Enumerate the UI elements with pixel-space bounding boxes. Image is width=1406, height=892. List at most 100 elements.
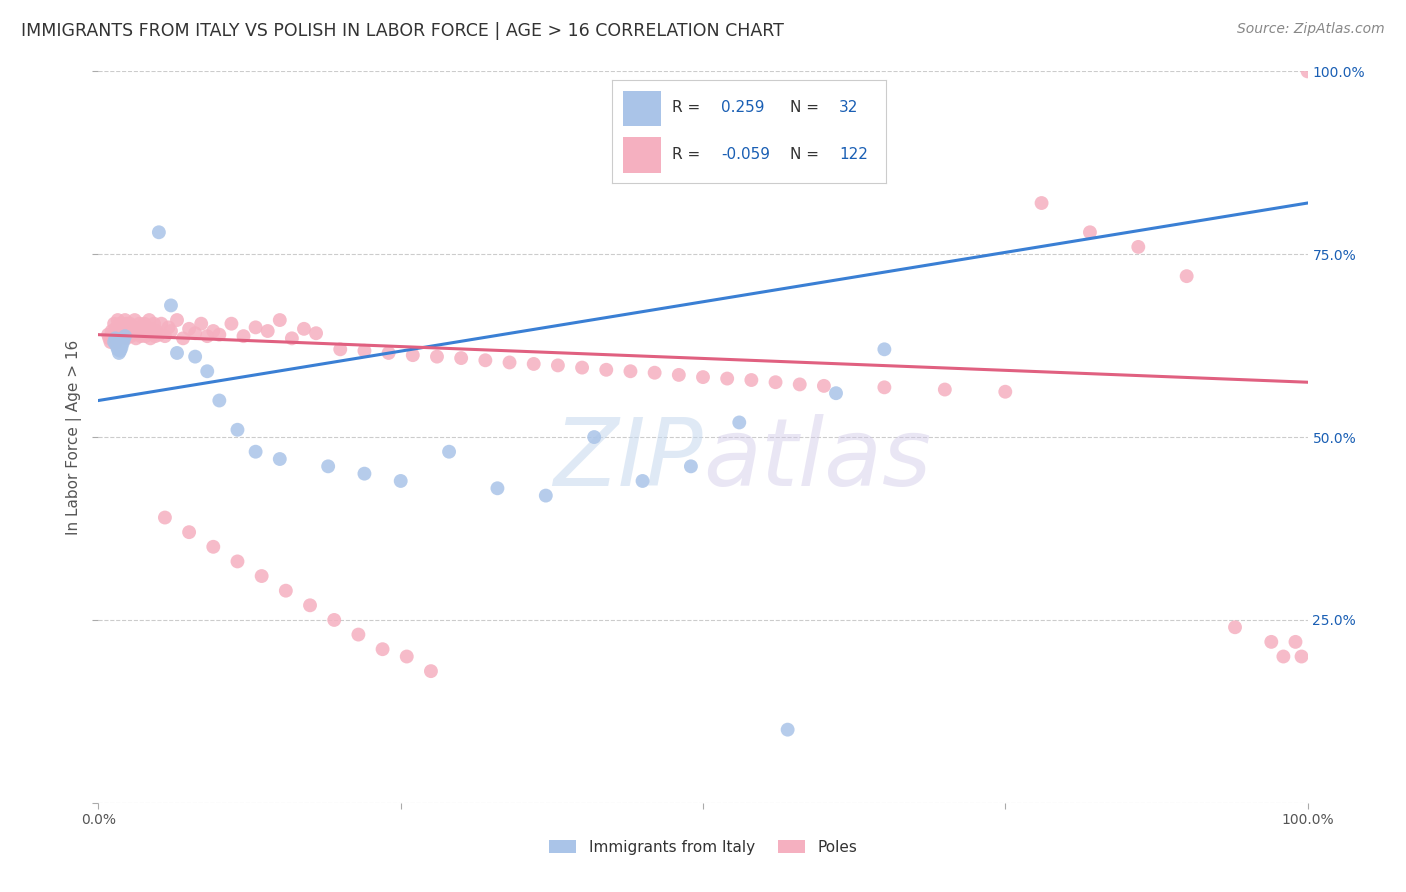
Point xyxy=(114,329,136,343)
Point xyxy=(128,317,150,331)
Point xyxy=(135,329,157,343)
Point xyxy=(269,313,291,327)
Point xyxy=(281,331,304,345)
Point xyxy=(118,324,141,338)
Point xyxy=(134,317,156,331)
Point xyxy=(202,540,225,554)
Point xyxy=(571,360,593,375)
Point xyxy=(269,452,291,467)
Point xyxy=(108,343,131,358)
Point xyxy=(994,384,1017,399)
Point xyxy=(245,444,267,458)
Text: 122: 122 xyxy=(839,146,868,161)
Point xyxy=(148,225,170,239)
Point xyxy=(127,326,149,341)
Point xyxy=(232,329,254,343)
Point xyxy=(145,324,167,338)
Point xyxy=(127,322,149,336)
Point xyxy=(245,320,267,334)
Point xyxy=(547,359,569,373)
Point xyxy=(98,331,121,345)
Point xyxy=(138,313,160,327)
Point xyxy=(353,467,375,481)
Point xyxy=(299,599,322,613)
Point xyxy=(166,346,188,360)
Point xyxy=(143,329,166,343)
Point xyxy=(692,370,714,384)
Point xyxy=(108,331,131,345)
Point xyxy=(934,383,956,397)
Point xyxy=(1291,649,1313,664)
Point xyxy=(728,416,751,430)
Point xyxy=(135,320,157,334)
Point xyxy=(118,329,141,343)
Point xyxy=(107,324,129,338)
Point xyxy=(142,326,165,341)
Point xyxy=(486,481,509,495)
Point xyxy=(157,320,180,334)
Point xyxy=(765,376,787,390)
Point xyxy=(139,331,162,345)
Point xyxy=(1078,225,1101,239)
Point xyxy=(160,298,183,312)
Text: Source: ZipAtlas.com: Source: ZipAtlas.com xyxy=(1237,22,1385,37)
Point xyxy=(179,525,201,540)
Point xyxy=(226,554,249,568)
Point xyxy=(740,373,762,387)
Point xyxy=(160,324,183,338)
Point xyxy=(103,317,125,331)
Point xyxy=(100,334,122,349)
Point xyxy=(108,326,131,341)
Point xyxy=(114,324,136,338)
Point xyxy=(873,343,896,357)
Point xyxy=(426,350,449,364)
Point xyxy=(789,377,811,392)
Point xyxy=(110,341,132,355)
Point xyxy=(107,313,129,327)
Point xyxy=(1272,649,1295,664)
Point xyxy=(114,313,136,327)
Bar xyxy=(623,136,661,173)
Point xyxy=(1175,269,1198,284)
Point xyxy=(595,363,617,377)
Point xyxy=(172,331,194,345)
Point xyxy=(371,642,394,657)
Point xyxy=(813,379,835,393)
Point xyxy=(208,393,231,408)
Point xyxy=(103,334,125,348)
Y-axis label: In Labor Force | Age > 16: In Labor Force | Age > 16 xyxy=(66,340,83,534)
Point xyxy=(184,326,207,341)
Point xyxy=(679,459,702,474)
Point xyxy=(716,371,738,385)
Bar xyxy=(623,91,661,127)
Point xyxy=(136,324,159,338)
Point xyxy=(111,317,134,331)
Point xyxy=(523,357,546,371)
Point xyxy=(226,423,249,437)
Point xyxy=(115,331,138,345)
Point xyxy=(184,350,207,364)
Point xyxy=(305,326,328,341)
Point xyxy=(329,343,352,357)
Point xyxy=(437,444,460,458)
Point xyxy=(1260,635,1282,649)
Point xyxy=(108,346,131,360)
Point xyxy=(115,322,138,336)
Point xyxy=(292,322,315,336)
Point xyxy=(389,474,412,488)
Point xyxy=(1284,635,1306,649)
Point xyxy=(534,489,557,503)
Point xyxy=(120,329,142,343)
Point xyxy=(110,324,132,338)
Point xyxy=(221,317,243,331)
Text: -0.059: -0.059 xyxy=(721,146,770,161)
Point xyxy=(121,320,143,334)
Point xyxy=(274,583,297,598)
Text: 32: 32 xyxy=(839,101,859,115)
Point xyxy=(117,317,139,331)
Point xyxy=(131,324,153,338)
Point xyxy=(118,327,141,342)
Point xyxy=(1031,196,1053,211)
Point xyxy=(141,322,163,336)
Point xyxy=(112,333,135,347)
